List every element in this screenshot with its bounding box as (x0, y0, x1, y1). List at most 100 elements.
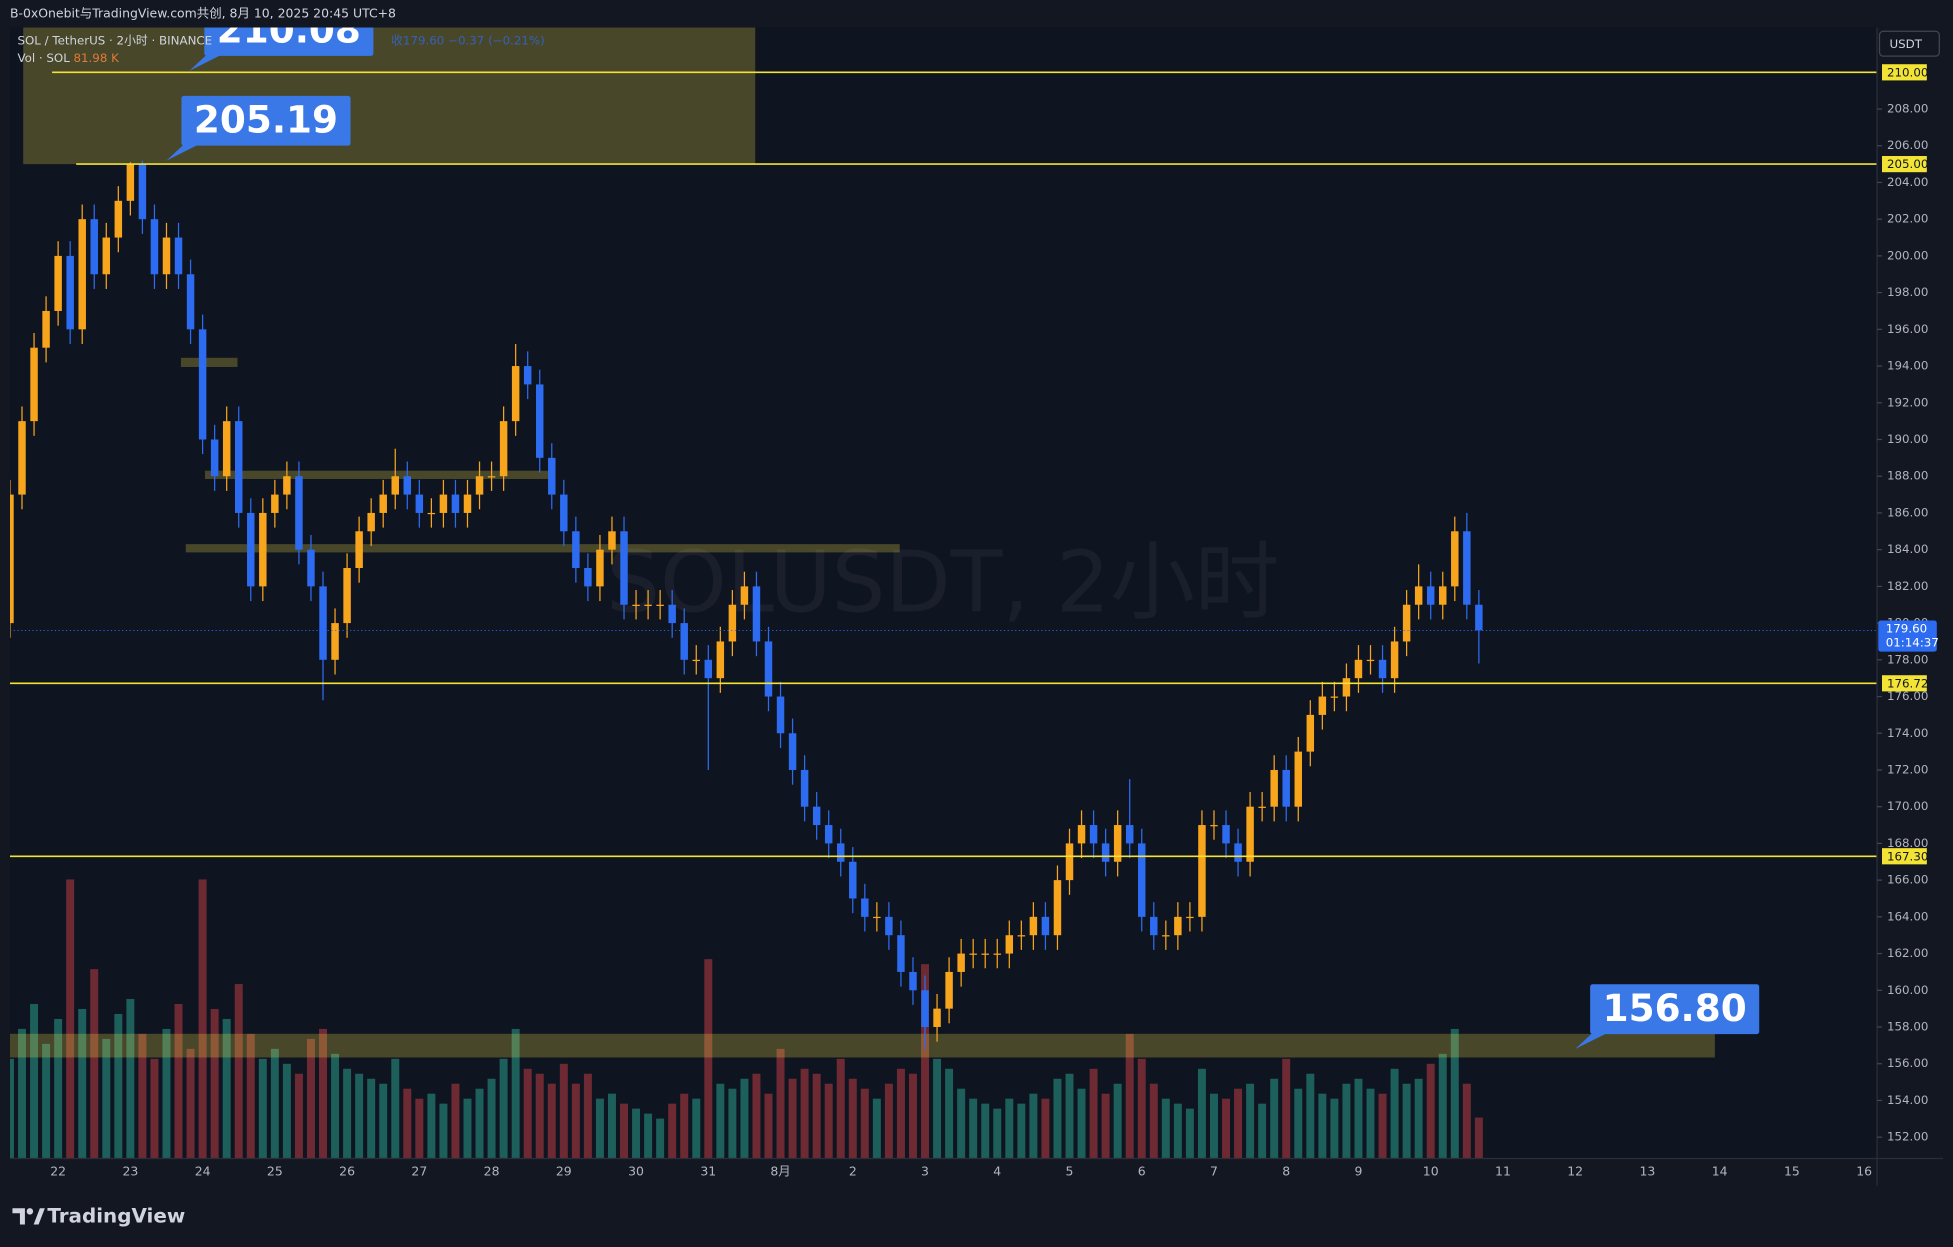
candle-body (1041, 916, 1050, 936)
price-zone (9, 1033, 1715, 1058)
volume-bar (18, 1028, 26, 1159)
top-bar (0, 0, 1953, 28)
x-tick-label: 8 (1282, 1164, 1290, 1179)
candle-body (764, 641, 773, 697)
y-tick-label: 196.00 (1887, 322, 1928, 336)
candle-body (752, 586, 761, 642)
x-tick-label: 31 (700, 1164, 716, 1179)
candle-body (379, 494, 387, 513)
volume-bar (668, 1103, 677, 1159)
volume-bar (836, 1058, 845, 1159)
callout: 210.08 (189, 27, 374, 71)
volume-bar (981, 1103, 990, 1159)
volume-bar (102, 1038, 111, 1159)
x-tick-label: 3 (921, 1164, 929, 1179)
volume-bar (331, 1053, 340, 1159)
volume-bar (1149, 1083, 1158, 1159)
candle-body (1125, 825, 1134, 844)
candle-body (1089, 825, 1098, 844)
x-tick-label: 13 (1640, 1164, 1656, 1179)
candle-body (897, 935, 905, 972)
volume-bar (1306, 1073, 1315, 1159)
x-tick-label: 24 (195, 1164, 211, 1179)
volume-bar (1426, 1063, 1435, 1159)
candle-body (1174, 916, 1182, 936)
candle-body (54, 255, 62, 311)
y-tick-label: 158.00 (1887, 1020, 1928, 1034)
level-label-box (1882, 848, 1927, 865)
x-tick-label: 30 (628, 1164, 644, 1179)
volume-bar (415, 1098, 424, 1159)
candle-body (548, 457, 556, 495)
y-tick-label: 170.00 (1887, 799, 1928, 813)
callout: 205.19 (166, 95, 351, 161)
volume-bar (1077, 1088, 1086, 1159)
volume-bar (632, 1108, 641, 1159)
x-tick-label: 12 (1567, 1164, 1583, 1179)
volume-bar (306, 1038, 315, 1159)
level-label: 205.00 (1887, 157, 1928, 171)
x-tick-label: 7 (1210, 1164, 1218, 1179)
volume-bar (1294, 1088, 1303, 1159)
candle-body (788, 733, 797, 770)
x-tick-label: 29 (556, 1164, 572, 1179)
x-tick-label: 10 (1423, 1164, 1439, 1179)
price-zone (180, 357, 238, 367)
candle-body (1354, 659, 1363, 679)
candle-body (824, 825, 833, 844)
brand: TradingView (47, 1204, 185, 1227)
volume-bar (1462, 1083, 1471, 1159)
x-tick-label: 15 (1784, 1164, 1800, 1179)
candle-body (644, 604, 652, 606)
candle-body (1246, 806, 1254, 862)
candle-body (259, 512, 267, 587)
volume-bar (1246, 1083, 1255, 1159)
candle-body (1451, 531, 1459, 587)
callout-box (1590, 984, 1760, 1035)
candle-body (1306, 714, 1315, 752)
volume-bar (270, 1048, 279, 1159)
last-price-box (1878, 620, 1937, 652)
candle-body (114, 200, 123, 238)
candle-body (1053, 880, 1062, 936)
volume-bar (222, 1018, 231, 1159)
candle-body (1270, 769, 1278, 807)
volume-bar (788, 1078, 797, 1159)
y-tick-label: 182.00 (1887, 579, 1928, 593)
volume-bar (752, 1073, 761, 1159)
candle-body (740, 586, 749, 605)
candle-body (1186, 916, 1194, 919)
volume-bar (607, 1093, 616, 1159)
volume-bar (463, 1098, 472, 1159)
volume-bar (656, 1118, 665, 1159)
volume-last: 81.98 K (73, 51, 119, 65)
callout: 156.80 (1575, 984, 1760, 1050)
volume-bar (1270, 1078, 1279, 1159)
x-tick-label: 8月 (770, 1164, 790, 1179)
candle-body (873, 916, 881, 919)
volume-bar (319, 1028, 327, 1159)
candle-body (162, 237, 171, 275)
callout-text: 156.80 (1603, 986, 1747, 1030)
volume-bar (54, 1018, 63, 1159)
level-label: 176.72 (1887, 676, 1928, 690)
candle-body (1414, 586, 1423, 605)
volume-bar (234, 984, 243, 1159)
volume-bar (595, 1098, 604, 1159)
currency-box[interactable] (1878, 30, 1940, 57)
volume-bar (1209, 1093, 1218, 1159)
volume-bar (1017, 1103, 1026, 1159)
candle-body (620, 531, 628, 605)
volume-bar (644, 1113, 653, 1159)
candle-body (957, 953, 965, 972)
candle-body (1378, 659, 1387, 679)
x-tick-label: 26 (339, 1164, 355, 1179)
plot: SOLUSDT, 2小时 210.08 205.19 156.80 (9, 27, 1878, 1159)
volume-bar (475, 1088, 484, 1159)
y-tick-label: 156.00 (1887, 1056, 1928, 1070)
volume-bar (9, 1058, 14, 1159)
volume-bar (1222, 1098, 1231, 1159)
volume-bar (367, 1078, 376, 1159)
symbol-line: SOL / TetherUS · 2小时 · BINANCE (17, 34, 212, 48)
level-label: 210.00 (1887, 65, 1928, 79)
